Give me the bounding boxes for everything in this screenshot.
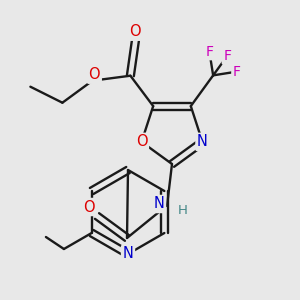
Text: F: F (223, 49, 231, 63)
Text: F: F (233, 64, 241, 79)
Text: N: N (197, 134, 208, 149)
Text: H: H (178, 203, 188, 217)
Text: O: O (130, 24, 141, 39)
Text: N: N (123, 247, 134, 262)
Text: O: O (83, 200, 95, 214)
Text: N: N (154, 196, 164, 211)
Text: F: F (206, 45, 213, 59)
Text: O: O (136, 134, 147, 149)
Text: O: O (88, 67, 100, 82)
